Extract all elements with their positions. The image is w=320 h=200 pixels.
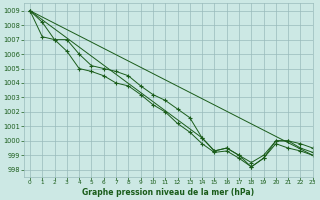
X-axis label: Graphe pression niveau de la mer (hPa): Graphe pression niveau de la mer (hPa) [82,188,254,197]
